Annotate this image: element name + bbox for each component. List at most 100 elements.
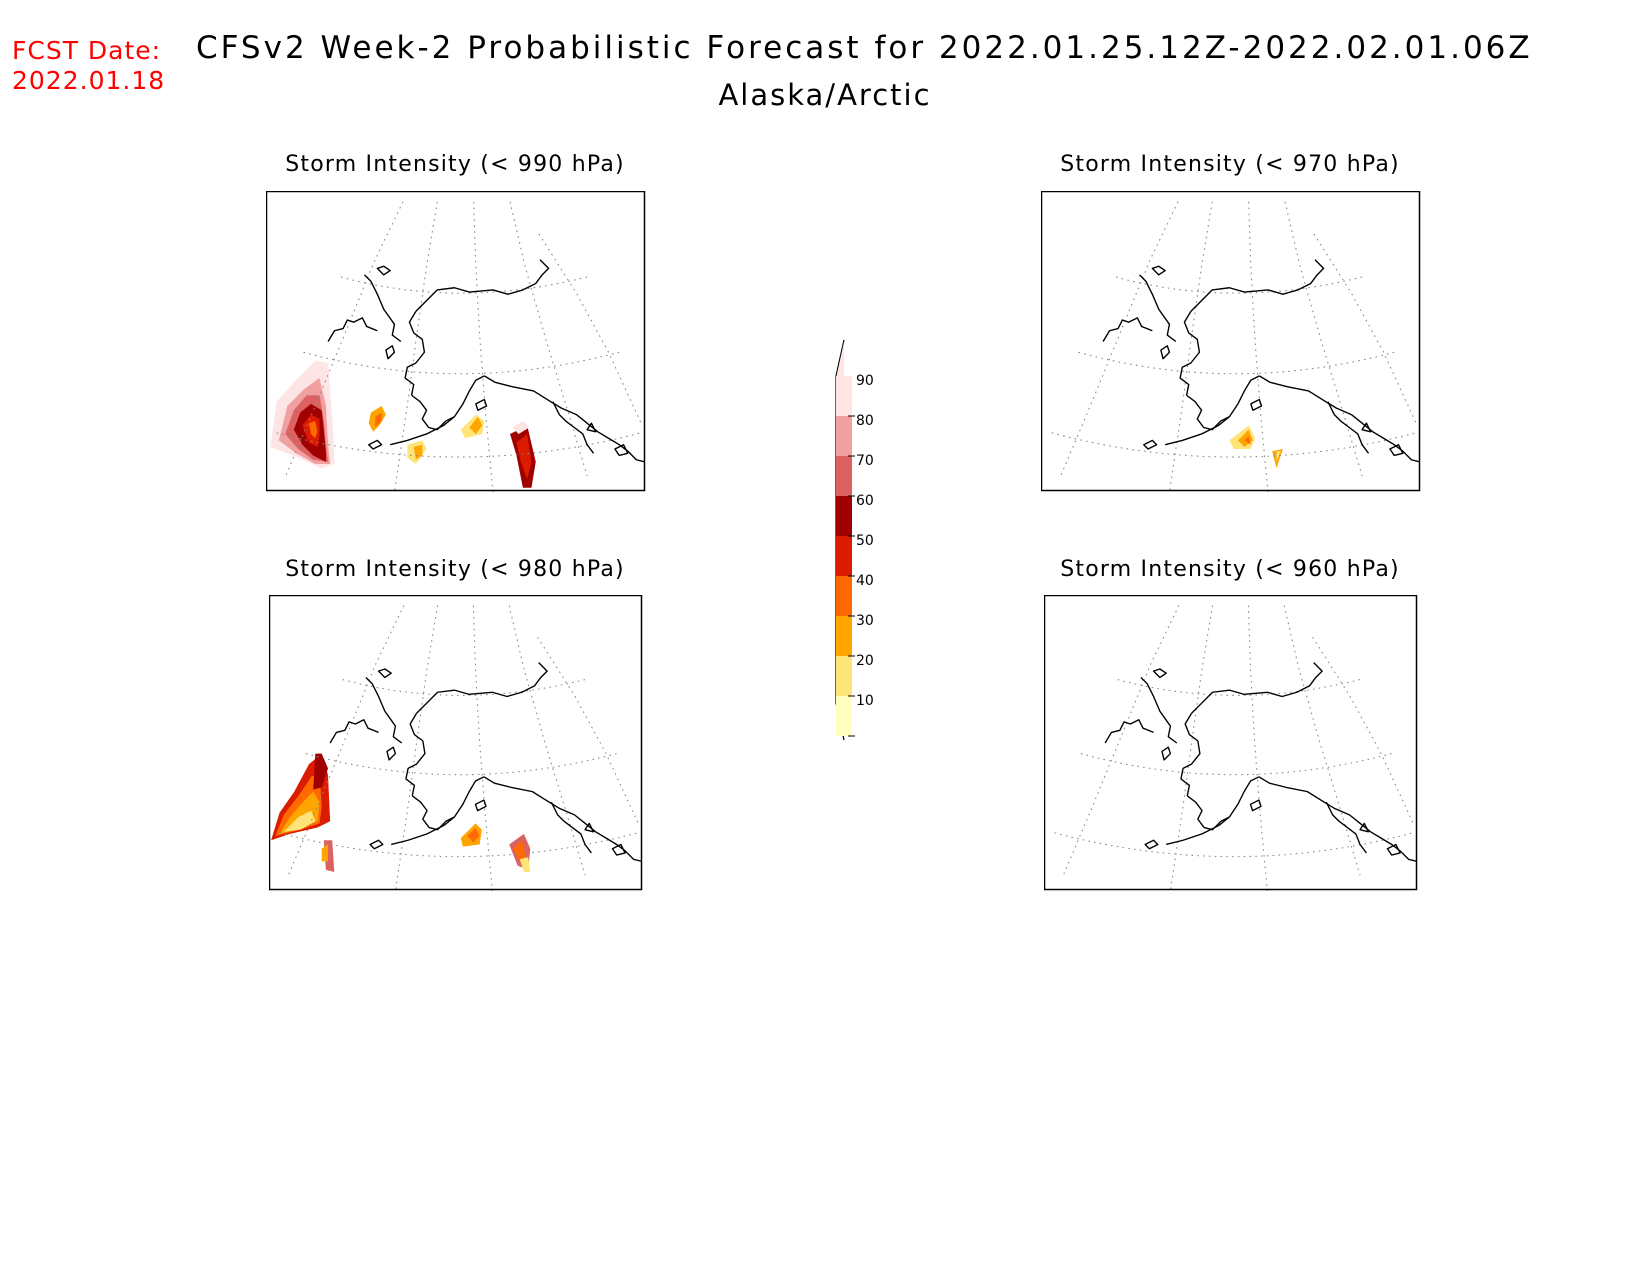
coastline <box>1258 776 1418 863</box>
coastline <box>1160 345 1171 360</box>
colorbar-box <box>836 376 852 416</box>
lat-lon-gridline <box>287 605 405 877</box>
coastline <box>415 259 550 312</box>
coastline <box>1389 444 1404 457</box>
probability-area <box>313 753 328 790</box>
lat-lon-gridline <box>537 637 639 823</box>
coastline <box>404 311 426 396</box>
panel-frame <box>1041 191 1421 492</box>
probability-area <box>516 433 532 480</box>
probability-area <box>467 827 480 843</box>
colorbar-box <box>836 536 852 576</box>
forecast-date-value: 2022.01.18 <box>12 66 166 95</box>
probability-area <box>512 421 530 434</box>
probability-area <box>283 810 316 832</box>
coastline <box>411 795 455 831</box>
lat-lon-gridline <box>1051 432 1416 458</box>
colorbar-label-20: 20 <box>856 653 874 669</box>
colorbar-label-60: 60 <box>856 493 874 509</box>
lat-lon-gridline <box>1117 679 1361 696</box>
coastline <box>614 444 629 457</box>
lat-lon-gridline <box>1062 605 1180 877</box>
coastline <box>405 713 426 796</box>
forecast-date-label: FCST Date: <box>12 36 162 65</box>
colorbar-box <box>836 656 852 696</box>
panel-frame <box>266 191 646 492</box>
lat-lon-gridline <box>1313 233 1417 423</box>
colorbar: 90 80 70 60 50 40 30 20 10 <box>835 339 874 741</box>
map-panel-960 <box>1044 595 1418 891</box>
coastline <box>550 801 592 854</box>
coastline <box>386 746 397 761</box>
map-projection <box>276 201 646 492</box>
coastline <box>1144 839 1159 850</box>
lat-lon-gridline <box>340 276 588 294</box>
coastline <box>1327 401 1370 454</box>
panel-title-990: Storm Intensity (< 990 hPa) <box>285 152 625 177</box>
colorbar-box <box>836 616 852 656</box>
colorbar-label-10: 10 <box>856 693 874 709</box>
coastline <box>475 398 488 411</box>
coastline <box>327 317 378 342</box>
forecast-shading-980 <box>271 753 531 872</box>
map-panel-980 <box>269 595 643 891</box>
coastline <box>389 416 455 446</box>
probability-area <box>469 416 483 434</box>
colorbar-labels: 90 80 70 60 50 40 30 20 10 <box>856 373 874 709</box>
base-map <box>1051 201 1421 492</box>
forecast-shading-970 <box>1229 425 1283 469</box>
map-panel-970 <box>1041 191 1421 492</box>
coastline <box>1104 719 1154 744</box>
lat-lon-gridline <box>303 351 620 375</box>
panel-frame <box>1044 595 1418 891</box>
coastline <box>484 375 646 463</box>
coastline <box>368 439 383 450</box>
coastline <box>416 662 548 714</box>
shading-layer <box>1229 425 1283 469</box>
lat-lon-gridline <box>342 679 586 696</box>
lat-lon-gridline <box>284 201 404 478</box>
coastline <box>1228 776 1260 818</box>
coastline <box>1190 259 1325 312</box>
map-projection <box>1051 201 1421 492</box>
lat-lon-gridline <box>1059 201 1179 478</box>
base-map <box>276 201 646 492</box>
map-panel-990 <box>266 191 646 492</box>
probability-area <box>519 857 531 872</box>
probability-area <box>513 840 527 862</box>
lat-lon-gridline <box>473 201 494 492</box>
probability-area <box>308 421 318 439</box>
shading-layer <box>271 753 531 872</box>
coastline <box>1186 795 1230 831</box>
coastline <box>1151 265 1166 276</box>
shading-layer <box>270 360 536 488</box>
coastline <box>1228 375 1260 418</box>
coastline <box>1140 676 1178 744</box>
lat-lon-gridline <box>1078 351 1395 375</box>
lat-lon-gridline <box>1248 201 1269 492</box>
coastline <box>377 668 392 679</box>
coastline <box>411 394 455 431</box>
coastline <box>474 799 487 812</box>
colorbar-box <box>836 496 852 536</box>
coastline <box>363 274 402 343</box>
region-subtitle: Alaska/Arctic <box>718 78 932 112</box>
panel-title-970: Storm Intensity (< 970 hPa) <box>1060 152 1400 177</box>
coastline <box>391 816 455 846</box>
coastline <box>1179 311 1201 396</box>
colorbar-label-50: 50 <box>856 533 874 549</box>
lat-lon-gridline <box>1080 753 1392 776</box>
main-title: CFSv2 Week-2 Probabilistic Forecast for … <box>196 30 1533 66</box>
coastline <box>611 843 626 856</box>
lat-lon-gridline <box>1168 201 1213 492</box>
coastline <box>1138 274 1177 343</box>
probability-area <box>375 412 382 428</box>
coastline <box>1386 843 1401 856</box>
colorbar-box <box>836 696 852 736</box>
coastline <box>1166 816 1230 846</box>
coastline <box>584 822 595 833</box>
coastline <box>1180 713 1201 796</box>
coastline <box>1359 822 1370 833</box>
coastline <box>1250 398 1263 411</box>
coastline <box>1143 439 1158 450</box>
